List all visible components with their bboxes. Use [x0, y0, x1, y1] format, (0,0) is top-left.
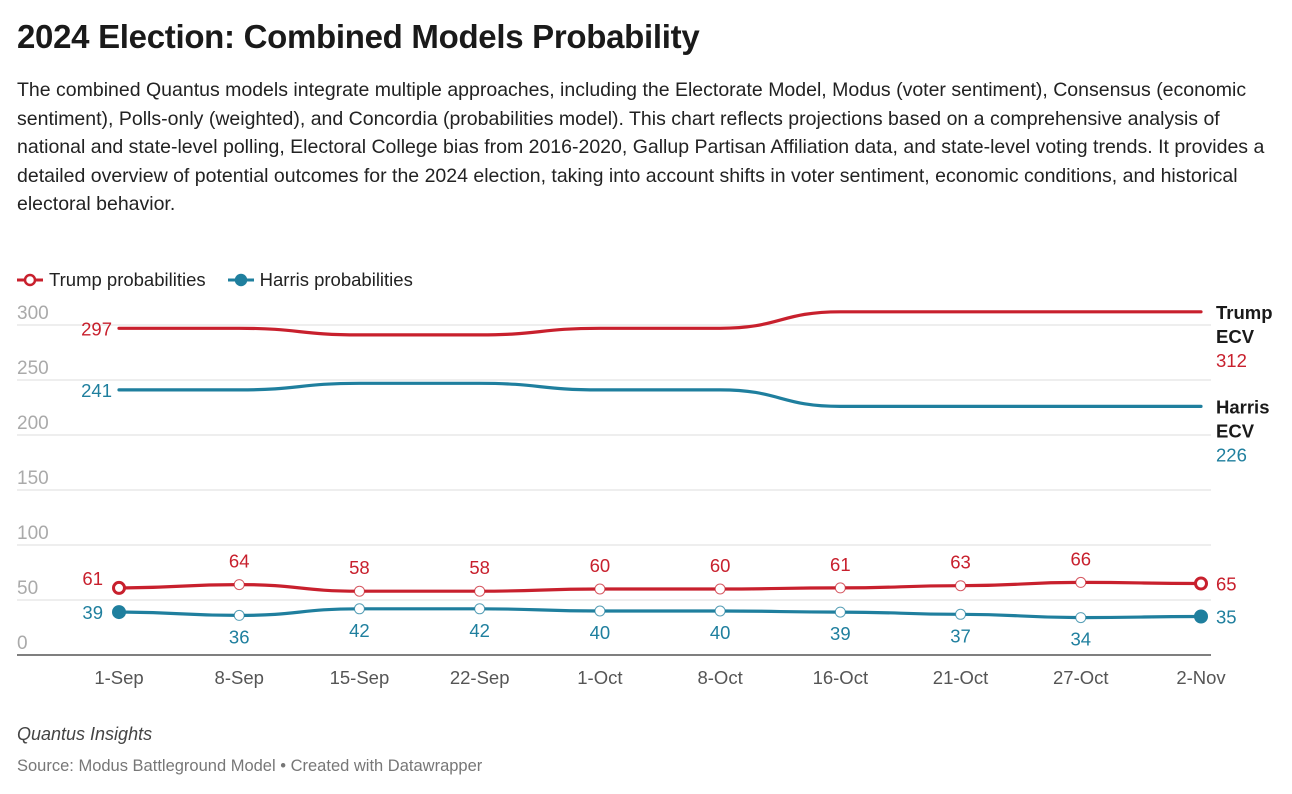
trump-probabilities-point	[714, 583, 726, 595]
harris-probabilities-point	[233, 609, 245, 621]
trump-probabilities-point	[233, 579, 245, 591]
trump-probabilities-data-label: 61	[82, 568, 103, 589]
harris-probabilities-point	[353, 603, 365, 615]
trump-ecv-line	[117, 310, 1203, 337]
harris-probabilities-data-label: 42	[349, 620, 370, 641]
harris-probabilities-data-label: 36	[229, 626, 250, 647]
y-tick-label: 200	[17, 413, 49, 434]
y-tick-label: 150	[17, 468, 49, 489]
trump-probabilities-data-label: 60	[710, 555, 731, 576]
trump-ecv-end-unit: ECV	[1216, 326, 1255, 347]
chart-legend: Trump probabilities Harris probabilities	[17, 269, 413, 291]
trump-probabilities-point	[834, 582, 846, 594]
x-tick-label: 16-Oct	[813, 667, 869, 688]
harris-probabilities-point	[714, 605, 726, 617]
harris-probabilities-data-label: 42	[469, 620, 490, 641]
trump-probabilities-point	[1075, 576, 1087, 588]
harris-probabilities-line	[117, 607, 1203, 620]
trump-probabilities-data-label: 63	[950, 552, 971, 573]
trump-probabilities-data-label: 58	[349, 557, 370, 578]
legend-marker-trump-icon	[17, 273, 43, 287]
trump-probabilities-point	[1194, 576, 1208, 591]
trump-ecv-end-value: 312	[1216, 350, 1247, 371]
x-tick-label: 1-Sep	[94, 667, 143, 688]
trump-ecv-start-label: 297	[81, 318, 112, 339]
y-tick-label: 250	[17, 358, 49, 379]
trump-probabilities-data-label: 66	[1070, 548, 1091, 569]
harris-probabilities-point	[112, 605, 126, 620]
harris-probabilities-point	[1194, 609, 1208, 624]
chart-description: The combined Quantus models integrate mu…	[17, 79, 1265, 215]
harris-probabilities-data-label: 37	[950, 625, 971, 646]
legend-item-harris: Harris probabilities	[227, 269, 413, 291]
line-chart: 0 50 100 150 200 250 300 1-Sep 8-Sep 15-Sep 22-Sep…	[17, 302, 1273, 688]
trump-probabilities-data-label: 61	[830, 554, 851, 575]
x-tick-label: 8-Sep	[215, 667, 264, 688]
harris-probabilities-data-label: 40	[710, 622, 731, 643]
legend-item-trump: Trump probabilities	[17, 269, 206, 291]
x-tick-label: 2-Nov	[1176, 667, 1226, 688]
harris-probabilities-point	[834, 606, 846, 618]
x-tick-label: 8-Oct	[697, 667, 742, 688]
legend-marker-harris-icon	[227, 273, 254, 287]
harris-probabilities-point	[955, 608, 967, 620]
trump-probabilities-line	[117, 580, 1203, 593]
trump-probabilities-data-label: 64	[229, 551, 250, 572]
trump-probabilities-data-label: 65	[1216, 574, 1237, 595]
harris-probabilities-point	[474, 603, 486, 615]
x-tick-label: 21-Oct	[933, 667, 989, 688]
harris-probabilities-data-label: 35	[1216, 607, 1237, 628]
harris-probabilities-data-label: 34	[1070, 629, 1091, 650]
trump-probabilities-data-label: 60	[590, 555, 611, 576]
harris-ecv-end-name: Harris	[1216, 396, 1269, 417]
trump-probabilities-point	[955, 580, 967, 592]
trump-probabilities-point	[594, 583, 606, 595]
harris-probabilities-point	[1075, 612, 1087, 624]
harris-probabilities-data-label: 40	[590, 622, 611, 643]
y-tick-label: 0	[17, 633, 28, 654]
y-tick-label: 300	[17, 303, 49, 324]
y-tick-label: 50	[17, 578, 38, 599]
trump-ecv-end-name: Trump	[1216, 302, 1273, 323]
harris-ecv-end-value: 226	[1216, 444, 1247, 465]
harris-probabilities-data-label: 39	[830, 623, 851, 644]
legend-label-harris: Harris probabilities	[259, 269, 413, 290]
chart-title: 2024 Election: Combined Models Probabili…	[17, 18, 700, 55]
harris-probabilities-data-label: 39	[82, 602, 103, 623]
trump-probabilities-point	[112, 580, 126, 595]
trump-probabilities-data-label: 58	[469, 557, 490, 578]
x-tick-label: 22-Sep	[450, 667, 510, 688]
harris-probabilities-point	[594, 605, 606, 617]
trump-probabilities-point	[353, 585, 365, 597]
harris-ecv-end-unit: ECV	[1216, 420, 1255, 441]
legend-label-trump: Trump probabilities	[49, 269, 206, 290]
footer-source: Source: Modus Battleground Model • Creat…	[17, 757, 483, 775]
y-tick-label: 100	[17, 523, 49, 544]
harris-ecv-start-label: 241	[81, 380, 112, 401]
x-tick-label: 1-Oct	[577, 667, 622, 688]
x-tick-label: 15-Sep	[330, 667, 390, 688]
footer-brand: Quantus Insights	[17, 724, 153, 744]
harris-ecv-line	[117, 381, 1203, 408]
x-tick-label: 27-Oct	[1053, 667, 1109, 688]
trump-probabilities-point	[474, 585, 486, 597]
